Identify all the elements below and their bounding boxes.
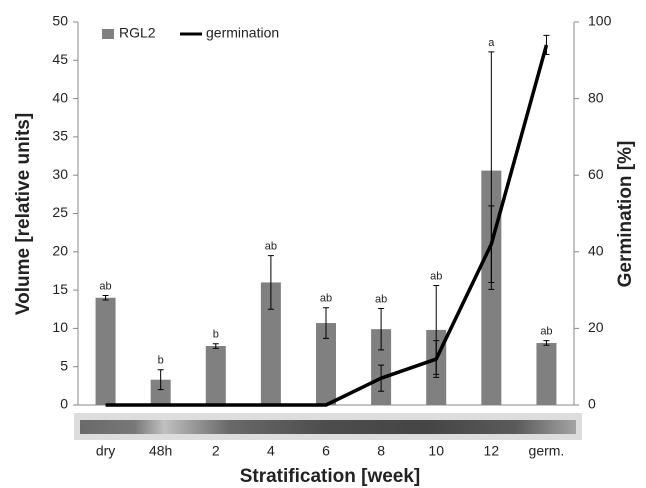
x-tick-label: germ.: [529, 443, 565, 459]
bar-annotation: ab: [320, 293, 332, 305]
bar-annotation: b: [158, 355, 164, 367]
bar-annotation: ab: [430, 270, 442, 282]
bar-annotation: ab: [99, 280, 111, 292]
legend-label: RGL2: [119, 25, 156, 41]
bar: [96, 298, 116, 405]
y2-tick-label: 0: [588, 396, 596, 412]
bar-annotation: ab: [375, 293, 387, 305]
bar: [206, 346, 226, 405]
y2-tick-label: 60: [588, 166, 604, 182]
blot-bands: [80, 420, 576, 434]
y-tick-label: 5: [60, 357, 68, 373]
bar-annotation: ab: [540, 326, 552, 338]
y2-tick-label: 80: [588, 89, 604, 105]
y2-tick-label: 40: [588, 243, 604, 259]
y-tick-label: 30: [52, 166, 68, 182]
bar-annotation: a: [488, 37, 495, 49]
y2-tick-label: 100: [588, 13, 612, 29]
x-tick-label: dry: [96, 443, 115, 459]
legend-label: germination: [206, 25, 279, 41]
y-tick-label: 25: [52, 204, 68, 220]
bar-annotation: b: [213, 329, 219, 341]
y-tick-label: 45: [52, 51, 68, 67]
x-tick-label: 6: [322, 443, 330, 459]
y-tick-label: 10: [52, 319, 68, 335]
chart: Stratification [week] Volume [relative u…: [0, 0, 646, 488]
y-tick-label: 20: [52, 243, 68, 259]
y-axis-title: Volume [relative units]: [13, 113, 34, 315]
bar-annotation: ab: [265, 241, 277, 253]
bar: [536, 343, 556, 405]
x-tick-label: 48h: [149, 443, 172, 459]
y2-axis-title: Germination [%]: [615, 141, 636, 288]
x-tick-label: 8: [377, 443, 385, 459]
legend-swatch: [102, 29, 114, 39]
x-tick-label: 12: [484, 443, 500, 459]
y-tick-label: 40: [52, 89, 68, 105]
x-axis-title: Stratification [week]: [240, 466, 421, 487]
x-tick-label: 4: [267, 443, 275, 459]
y-tick-label: 35: [52, 128, 68, 144]
y2-tick-label: 20: [588, 319, 604, 335]
y-tick-label: 50: [52, 13, 68, 29]
x-tick-label: 10: [428, 443, 444, 459]
y-tick-label: 0: [60, 396, 68, 412]
x-tick-label: 2: [212, 443, 220, 459]
y-tick-label: 15: [52, 281, 68, 297]
